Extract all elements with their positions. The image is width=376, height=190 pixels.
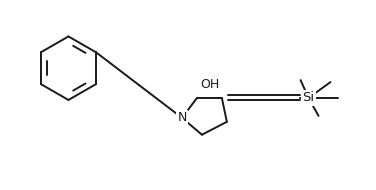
Text: Si: Si bbox=[303, 91, 315, 105]
Text: OH: OH bbox=[200, 78, 220, 91]
Text: N: N bbox=[177, 111, 187, 124]
